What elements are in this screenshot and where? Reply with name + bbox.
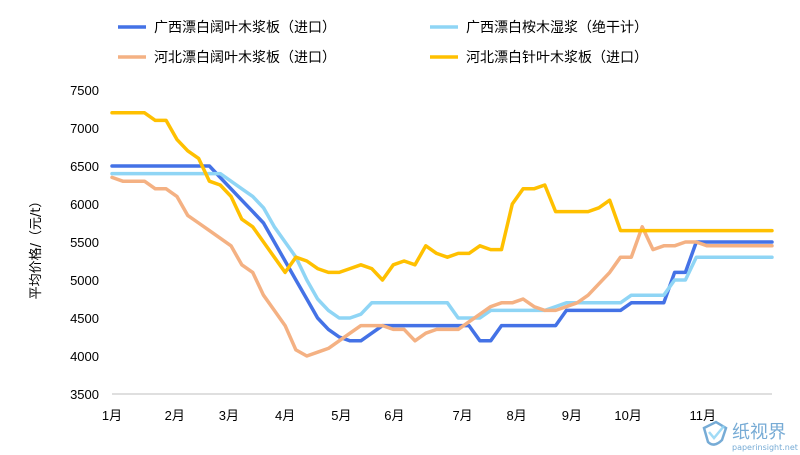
x-tick-label: 5月 xyxy=(331,408,351,423)
x-tick-label: 6月 xyxy=(384,408,404,423)
x-tick-label: 7月 xyxy=(452,408,472,423)
brand-logo-check-icon xyxy=(708,425,725,440)
y-tick-label: 3500 xyxy=(70,387,99,402)
x-tick-label: 1月 xyxy=(102,408,122,423)
watermark-url: paperinsight.net xyxy=(732,443,798,452)
series-line-2 xyxy=(110,171,774,320)
series-line-3 xyxy=(110,175,774,358)
x-tick-label: 3月 xyxy=(219,408,239,423)
x-axis: 1月 2月 3月 4月 5月 6月 7月 8月 9月 10月 11月 xyxy=(102,393,772,423)
brand-logo-icon xyxy=(702,420,728,446)
legend-label: 广西漂白阔叶木浆板（进口） xyxy=(154,20,336,36)
watermark: 纸视界 paperinsight.net xyxy=(702,420,798,452)
y-tick-label: 4500 xyxy=(70,311,99,326)
x-tick-label: 8月 xyxy=(507,408,527,423)
y-tick-label: 6500 xyxy=(70,159,99,174)
x-tick-label: 10月 xyxy=(614,408,641,423)
x-tick-label: 11月 xyxy=(690,408,717,423)
chart-legend: 广西漂白阔叶木浆板（进口） 广西漂白桉木湿浆（绝干计） 河北漂白阔叶木浆板（进口） 河… xyxy=(118,20,648,66)
series-line-1 xyxy=(110,164,774,343)
y-tick-label: 4000 xyxy=(70,349,99,364)
x-tick-label: 2月 xyxy=(165,408,185,423)
legend-label: 广西漂白桉木湿浆（绝干计） xyxy=(466,20,648,36)
y-tick-label: 7500 xyxy=(70,83,99,98)
x-tick-label: 9月 xyxy=(562,408,582,423)
series-line-4 xyxy=(110,111,774,282)
legend-label: 河北漂白阔叶木浆板（进口） xyxy=(154,50,336,66)
y-tick-label: 6000 xyxy=(70,197,99,212)
y-axis-title: 平均价格/（元/t） xyxy=(28,195,44,300)
y-tick-label: 5000 xyxy=(70,273,99,288)
y-axis: 平均价格/（元/t） 3500 4000 4500 5000 5500 6000 6500 7… xyxy=(28,83,99,402)
plot-area xyxy=(110,111,774,358)
y-tick-label: 7000 xyxy=(70,121,99,136)
x-tick-label: 4月 xyxy=(275,408,295,423)
y-tick-label: 5500 xyxy=(70,235,99,250)
legend-label: 河北漂白针叶木浆板（进口） xyxy=(466,50,648,66)
watermark-brand: 纸视界 xyxy=(732,422,786,443)
